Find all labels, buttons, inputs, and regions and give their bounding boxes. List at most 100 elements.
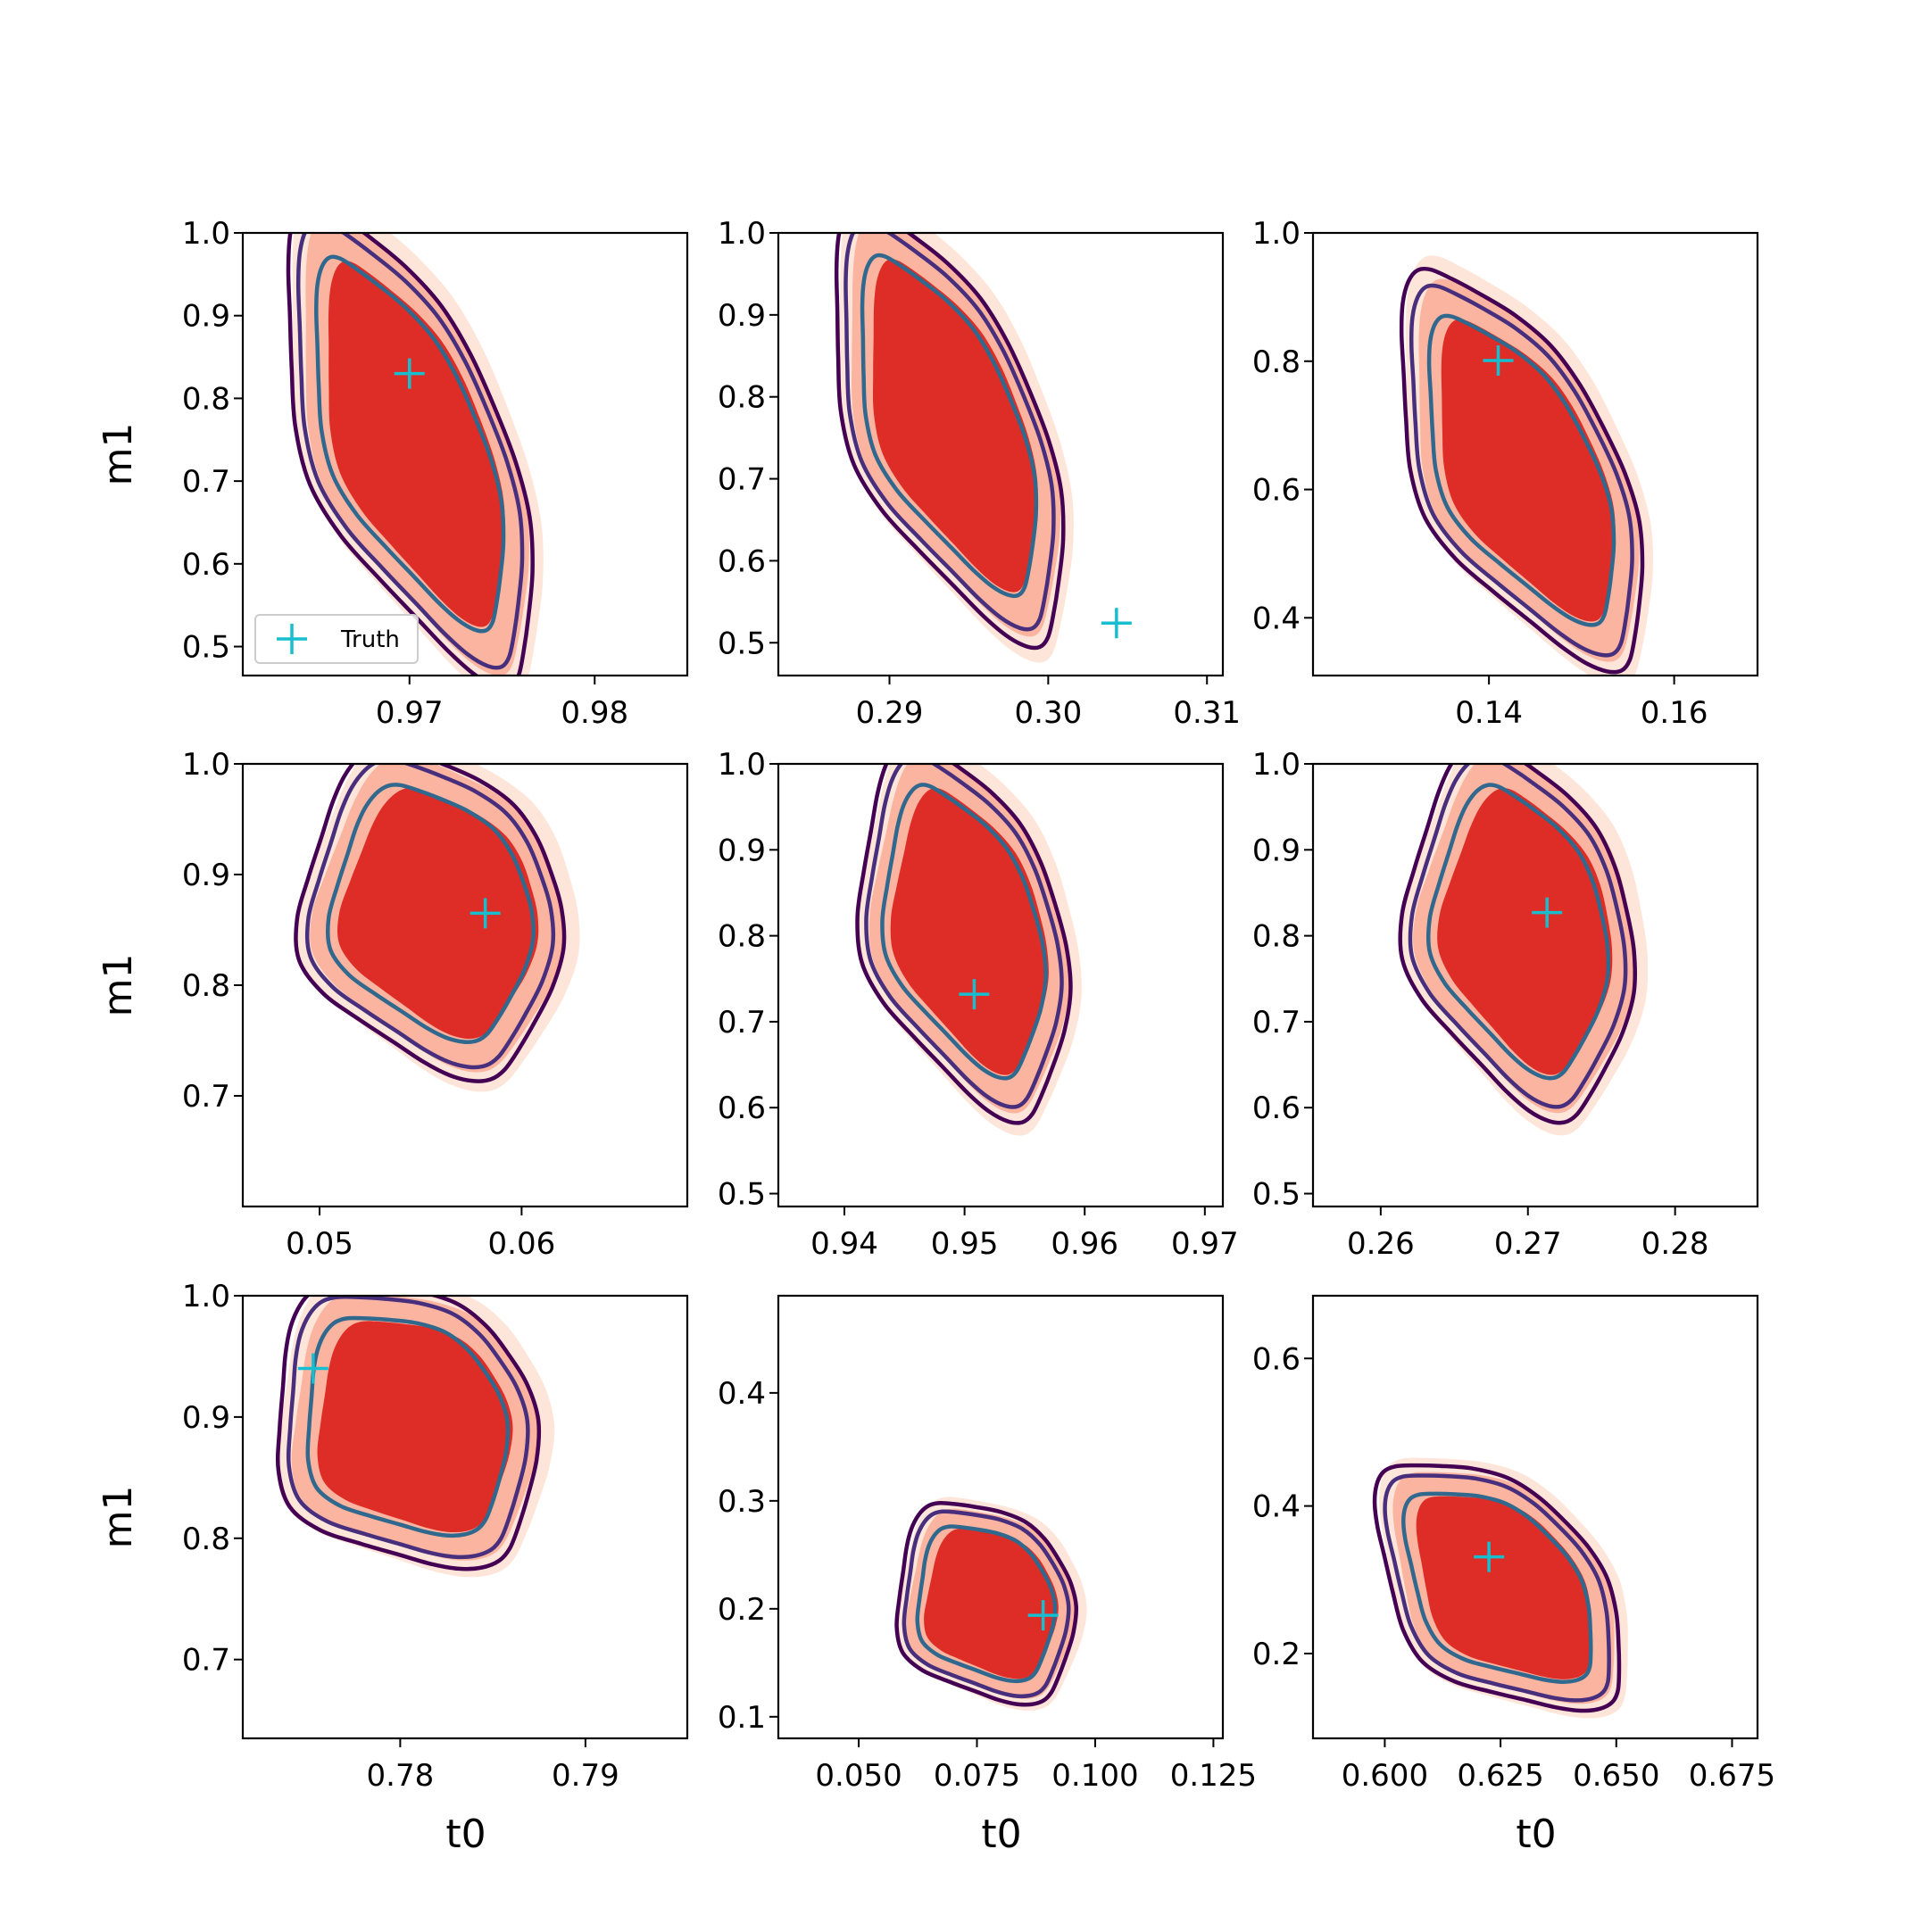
x-tick-label: 0.625 xyxy=(1457,1758,1543,1794)
truth-marker xyxy=(1532,897,1563,928)
axes-frame xyxy=(1311,762,1759,1208)
truth-marker xyxy=(394,358,425,389)
y-tick-label: 0.6 xyxy=(182,547,230,583)
contour-line-mid xyxy=(844,233,1056,632)
contour-line-outer xyxy=(294,764,567,1083)
legend: Truth xyxy=(254,614,419,664)
y-tick-label: 0.8 xyxy=(718,380,766,416)
density-fill-inner xyxy=(1441,319,1616,622)
axes-frame xyxy=(777,231,1225,677)
y-tick-label: 0.8 xyxy=(1252,344,1301,380)
x-axis-label: t0 xyxy=(981,1812,1021,1857)
x-tick-label: 0.28 xyxy=(1641,1226,1709,1262)
y-tick-label: 0.4 xyxy=(718,1376,766,1412)
y-tick-label: 0.6 xyxy=(1252,473,1301,509)
x-tick-label: 0.05 xyxy=(286,1226,353,1262)
y-tick-label: 0.7 xyxy=(718,462,766,498)
x-tick-label: 0.96 xyxy=(1051,1226,1118,1262)
contour-line-outer xyxy=(1372,1463,1622,1713)
x-tick-label: 0.98 xyxy=(561,695,628,731)
subplot-3: 0.14 0.16 0.4 0.6 0.8 1.0 xyxy=(1252,216,1759,731)
y-tick-label: 0.2 xyxy=(1252,1637,1301,1672)
axes-frame xyxy=(777,1294,1225,1740)
x-tick-label: 0.125 xyxy=(1170,1758,1257,1794)
y-tick-label: 0.4 xyxy=(1252,601,1301,636)
y-tick-label: 0.5 xyxy=(1252,1177,1301,1213)
y-tick-label: 0.9 xyxy=(182,858,230,893)
density-fill-inner xyxy=(872,259,1038,593)
density-fill-inner xyxy=(890,788,1049,1075)
legend-label: Truth xyxy=(340,626,400,653)
plot-area xyxy=(286,233,544,676)
subplot-5: 0.94 0.95 0.96 0.97 0.5 0.6 0.7 0.8 0.9 1.0 xyxy=(718,747,1239,1262)
x-tick-label: 0.650 xyxy=(1573,1758,1659,1794)
y-tick-label: 0.5 xyxy=(718,626,766,661)
y-tick-label: 0.2 xyxy=(718,1592,766,1628)
subplot-2: 0.29 0.30 0.31 0.5 0.6 0.7 0.8 0.9 1.0 xyxy=(718,216,1241,731)
truth-marker xyxy=(1474,1541,1505,1572)
contour-line-inner xyxy=(880,783,1048,1081)
contour-line-outer xyxy=(894,1501,1079,1707)
y-tick-label: 1.0 xyxy=(1252,216,1301,252)
plot-area xyxy=(894,1497,1087,1711)
y-tick-label: 0.7 xyxy=(182,464,230,500)
x-tick-label: 0.79 xyxy=(552,1758,619,1794)
contour-line-inner xyxy=(915,1524,1058,1684)
plot-area xyxy=(275,1296,555,1578)
contour-line-outer xyxy=(855,764,1073,1125)
y-tick-label: 0.6 xyxy=(1252,1090,1301,1126)
x-tick-label: 0.97 xyxy=(1171,1226,1239,1262)
truth-marker xyxy=(959,979,990,1010)
axes-frame xyxy=(1311,1294,1759,1740)
y-tick-label: 0.1 xyxy=(718,1700,766,1736)
contour-line-inner xyxy=(860,253,1039,599)
x-tick-label: 0.14 xyxy=(1455,695,1523,731)
axes-frame xyxy=(1311,231,1759,677)
y-tick-label: 0.9 xyxy=(718,298,766,334)
y-tick-label: 1.0 xyxy=(182,1279,230,1314)
x-tick-label: 0.600 xyxy=(1342,1758,1428,1794)
x-tick-label: 0.050 xyxy=(815,1758,902,1794)
contour-line-outer xyxy=(1399,266,1645,675)
contour-line-mid xyxy=(1408,764,1628,1109)
y-tick-label: 0.8 xyxy=(182,1522,230,1557)
axes-frame xyxy=(241,1294,689,1740)
subplot-8: 0.050 0.075 0.100 0.125 0.1 0.2 0.3 0.4 t0 xyxy=(718,1294,1257,1857)
contour-line-outer xyxy=(1398,764,1638,1125)
truth-marker xyxy=(470,898,501,929)
y-tick-label: 1.0 xyxy=(182,216,230,252)
contour-line-inner xyxy=(1425,783,1611,1081)
y-tick-label: 0.9 xyxy=(182,1400,230,1436)
y-tick-label: 1.0 xyxy=(718,216,766,252)
plus-marker-icon xyxy=(277,624,307,654)
axes-frame xyxy=(777,762,1225,1208)
contour-line-mid xyxy=(902,1509,1071,1699)
truth-marker xyxy=(1101,608,1132,639)
contour-line-inner xyxy=(1426,313,1616,627)
y-axis-label: m1 xyxy=(96,1486,141,1549)
density-fill-inner xyxy=(1416,1496,1591,1679)
density-fill-inner xyxy=(317,1321,513,1533)
x-tick-label: 0.675 xyxy=(1689,1758,1775,1794)
y-tick-label: 1.0 xyxy=(182,747,230,783)
x-axis-label: t0 xyxy=(445,1812,486,1857)
y-tick-label: 0.9 xyxy=(1252,833,1301,868)
contour-line-mid xyxy=(286,1296,530,1560)
plot-area xyxy=(1398,764,1649,1136)
y-axis-label: m1 xyxy=(96,954,141,1017)
y-tick-label: 0.7 xyxy=(182,1079,230,1115)
x-tick-label: 0.27 xyxy=(1494,1226,1562,1262)
x-tick-label: 0.16 xyxy=(1641,695,1708,731)
x-tick-label: 0.075 xyxy=(934,1758,1020,1794)
x-tick-label: 0.94 xyxy=(810,1226,878,1262)
y-tick-label: 0.9 xyxy=(182,299,230,335)
y-tick-label: 0.8 xyxy=(718,919,766,955)
subplot-7: 0.78 0.79 0.7 0.8 0.9 1.0 m1 t0 xyxy=(96,1279,689,1857)
density-fill-inner xyxy=(924,1528,1059,1679)
subplot-6: 0.26 0.27 0.28 0.5 0.6 0.7 0.8 0.9 1.0 xyxy=(1252,747,1759,1262)
y-tick-label: 0.8 xyxy=(182,968,230,1004)
contour-line-mid xyxy=(1409,283,1634,658)
y-tick-label: 0.3 xyxy=(718,1484,766,1520)
contour-line-outer xyxy=(275,1296,542,1571)
